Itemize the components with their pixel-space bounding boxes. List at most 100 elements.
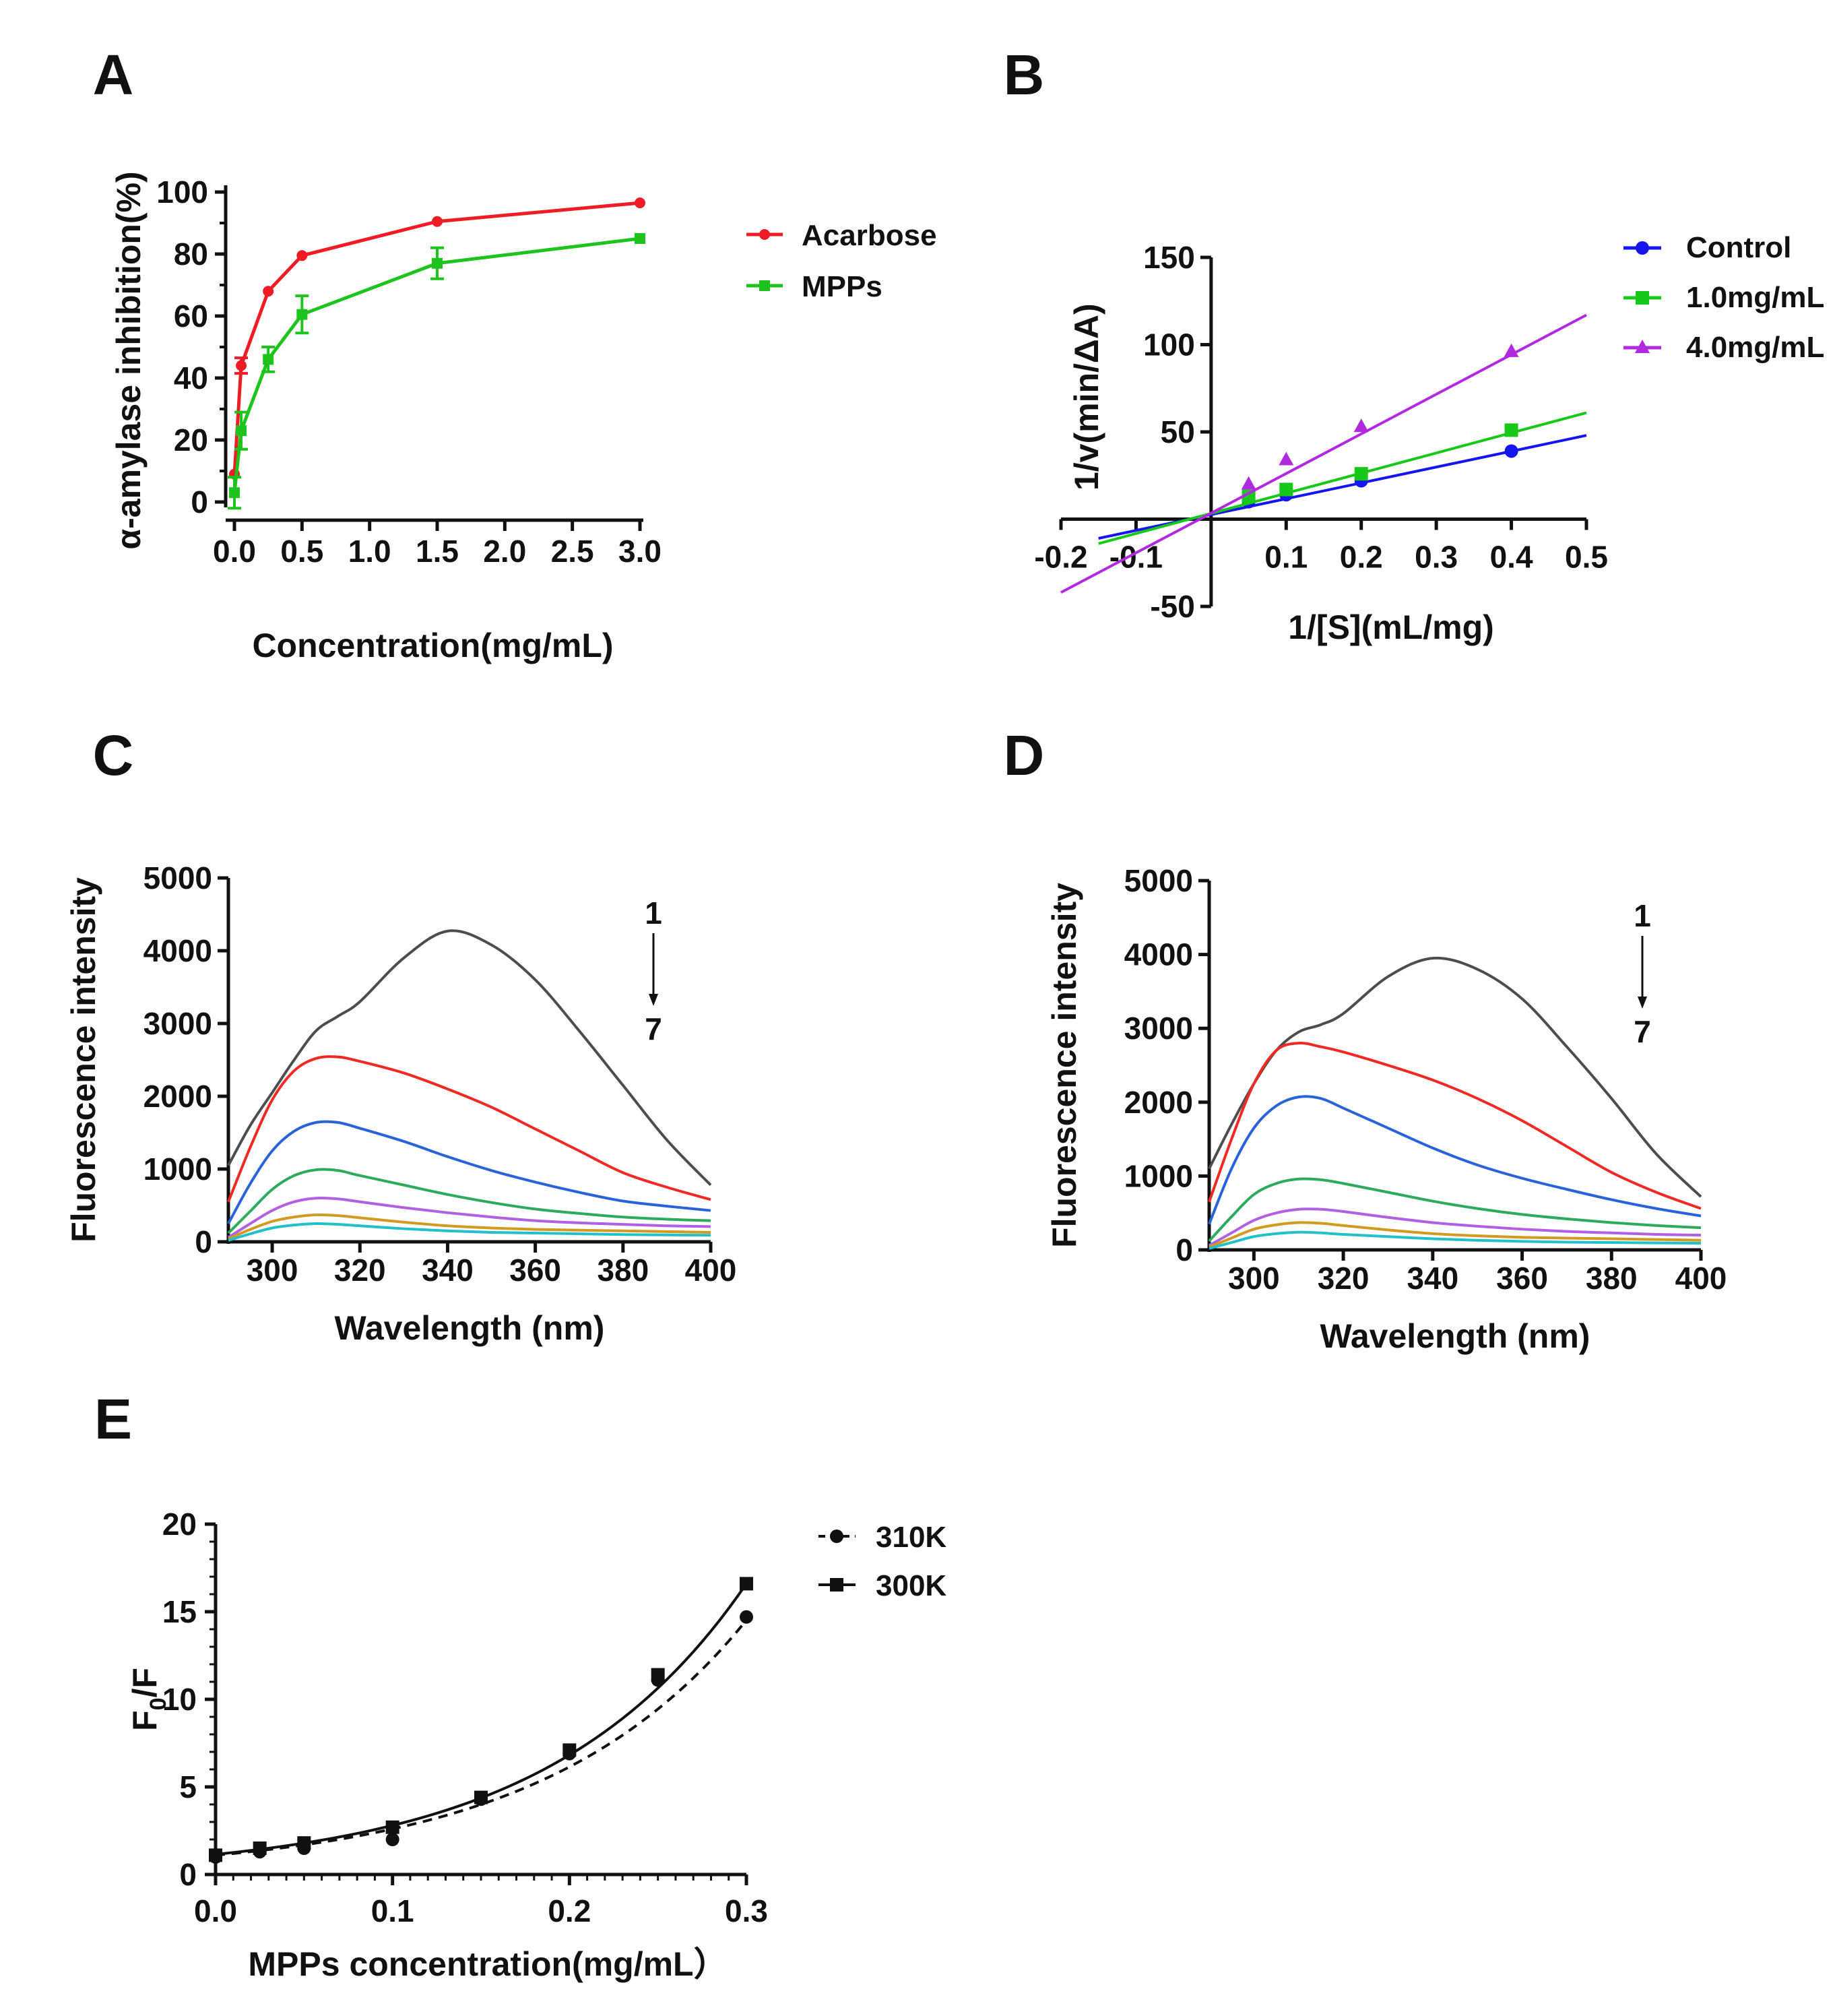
x-tick-label: 0.5 bbox=[280, 534, 323, 569]
fit-curve bbox=[215, 1583, 748, 1856]
y-tick-label: 5000 bbox=[1124, 863, 1193, 898]
legend-marker bbox=[830, 1530, 843, 1543]
series-2: 4.0mg/mL bbox=[1060, 313, 1824, 594]
data-point bbox=[432, 257, 443, 269]
annotation-bottom: 7 bbox=[1634, 1014, 1651, 1049]
y-axis-label: 1/v(min/ΔA) bbox=[1068, 303, 1105, 491]
x-tick-label: 0.2 bbox=[1340, 540, 1383, 575]
x-tick-label: 380 bbox=[597, 1253, 649, 1288]
x-tick-label: -0.1 bbox=[1109, 540, 1163, 575]
x-axis-label: MPPs concentration(mg/mL） bbox=[248, 1945, 727, 1983]
spectrum-curve-3 bbox=[1208, 1095, 1702, 1225]
data-point bbox=[1504, 444, 1518, 458]
x-tick-label: 0.1 bbox=[371, 1893, 414, 1928]
x-tick-label: 360 bbox=[1496, 1261, 1548, 1296]
spectrum-curve-3 bbox=[227, 1120, 711, 1224]
data-point bbox=[1504, 423, 1518, 437]
y-tick-label: 2000 bbox=[143, 1079, 212, 1114]
data-point bbox=[236, 425, 247, 437]
series-1: 1.0mg/mL bbox=[1098, 281, 1824, 545]
spectrum-curve-6 bbox=[228, 1213, 711, 1240]
annotation-arrowhead bbox=[1638, 997, 1647, 1009]
x-tick-label: 1.5 bbox=[416, 534, 459, 569]
data-point bbox=[385, 1820, 399, 1834]
y-axis-label: α-amylase inhibition(%) bbox=[110, 171, 148, 549]
y-tick-label: 20 bbox=[162, 1507, 197, 1542]
y-tick-label: 0 bbox=[195, 1224, 212, 1259]
x-tick-label: 0.1 bbox=[1264, 540, 1308, 575]
data-point bbox=[1504, 343, 1519, 357]
data-point bbox=[432, 216, 443, 227]
legend-marker bbox=[1636, 241, 1649, 255]
x-axis-label: Wavelength (nm) bbox=[1320, 1317, 1590, 1355]
y-tick-label: -50 bbox=[1150, 589, 1194, 624]
panel-b-letter: B bbox=[1004, 43, 1045, 106]
x-tick-label: 0.0 bbox=[213, 534, 256, 569]
data-point bbox=[1241, 476, 1256, 490]
y-tick-label: 0 bbox=[1176, 1232, 1193, 1267]
fit-curve bbox=[215, 1619, 748, 1857]
y-tick-label: 80 bbox=[174, 237, 208, 272]
data-point bbox=[1279, 482, 1293, 497]
panel-a-letter: A bbox=[93, 43, 134, 106]
series-0: Control bbox=[1098, 231, 1791, 540]
series-mpps: MPPs bbox=[228, 233, 882, 510]
y-tick-label: 5 bbox=[179, 1769, 197, 1804]
spectrum-curve-5 bbox=[1209, 1207, 1702, 1247]
legend-label: Control bbox=[1686, 231, 1791, 264]
x-tick-label: 1.0 bbox=[348, 534, 391, 569]
x-axis-label: 1/[S](mL/mg) bbox=[1288, 608, 1494, 646]
y-axis-label: Fluorescence intensity bbox=[65, 877, 102, 1242]
y-tick-label: 4000 bbox=[1124, 937, 1193, 972]
y-tick-label: 10 bbox=[162, 1682, 197, 1717]
data-point bbox=[296, 309, 308, 320]
panel-b: B -50 50 100 150 -0.2 -0.1 0.1 0.2 0.3 0.4 0.5 1/[S]… bbox=[1004, 43, 1825, 646]
y-tick-label: 5000 bbox=[143, 860, 212, 895]
series-310k: 310K bbox=[209, 1521, 946, 1864]
data-point bbox=[236, 360, 247, 371]
x-tick-label: 2.5 bbox=[551, 534, 594, 569]
spectrum-curve-7 bbox=[1209, 1230, 1702, 1250]
y-tick-label: 60 bbox=[174, 298, 208, 334]
legend-label: 300K bbox=[876, 1569, 946, 1602]
y-axis-label: Fluorescence intensity bbox=[1045, 883, 1083, 1248]
spectrum-curve-1 bbox=[227, 929, 712, 1187]
y-tick-label: 0 bbox=[179, 1857, 197, 1892]
x-tick-label: 0.3 bbox=[1415, 540, 1458, 575]
x-axis-label: Wavelength (nm) bbox=[335, 1309, 605, 1347]
panel-e: E 0 5 10 15 20 0.0 0.1 0.2 0.3 MPPs concentration(… bbox=[94, 1387, 946, 1983]
spectrum-curve-4 bbox=[1208, 1177, 1702, 1242]
x-tick-label: 3.0 bbox=[618, 534, 662, 569]
legend-label: 4.0mg/mL bbox=[1686, 331, 1824, 364]
data-point bbox=[1353, 418, 1369, 433]
y-tick-label: 40 bbox=[174, 360, 208, 396]
data-point bbox=[740, 1610, 753, 1624]
data-point bbox=[740, 1577, 753, 1591]
panel-c-letter: C bbox=[93, 724, 134, 787]
x-tick-label: 360 bbox=[509, 1253, 561, 1288]
data-point bbox=[651, 1668, 665, 1682]
spectrum-curve-1 bbox=[1208, 956, 1702, 1198]
panel-d: D 0 1000 2000 3000 4000 5000 300 320 340 360 380 400… bbox=[1004, 724, 1727, 1355]
legend-marker bbox=[830, 1578, 843, 1592]
x-tick-label: 0.0 bbox=[194, 1893, 237, 1928]
y-tick-label: 0 bbox=[191, 484, 208, 519]
x-tick-label: 400 bbox=[685, 1253, 737, 1288]
y-tick-label: 2000 bbox=[1124, 1085, 1193, 1120]
x-tick-label: 340 bbox=[1407, 1261, 1458, 1296]
legend-marker bbox=[1636, 291, 1649, 305]
annotation-bottom: 7 bbox=[645, 1011, 662, 1046]
legend-label: MPPs bbox=[802, 270, 882, 303]
data-point bbox=[635, 233, 645, 244]
data-point bbox=[562, 1743, 577, 1757]
spectrum-curve-6 bbox=[1209, 1221, 1702, 1249]
x-tick-label: 320 bbox=[1318, 1261, 1370, 1296]
y-tick-label: 50 bbox=[1161, 414, 1195, 449]
y-tick-label: 100 bbox=[156, 175, 208, 210]
series-line bbox=[232, 201, 641, 474]
data-point bbox=[263, 286, 274, 297]
data-point bbox=[229, 487, 240, 499]
annotation-top: 1 bbox=[645, 895, 662, 931]
data-point bbox=[296, 250, 308, 261]
